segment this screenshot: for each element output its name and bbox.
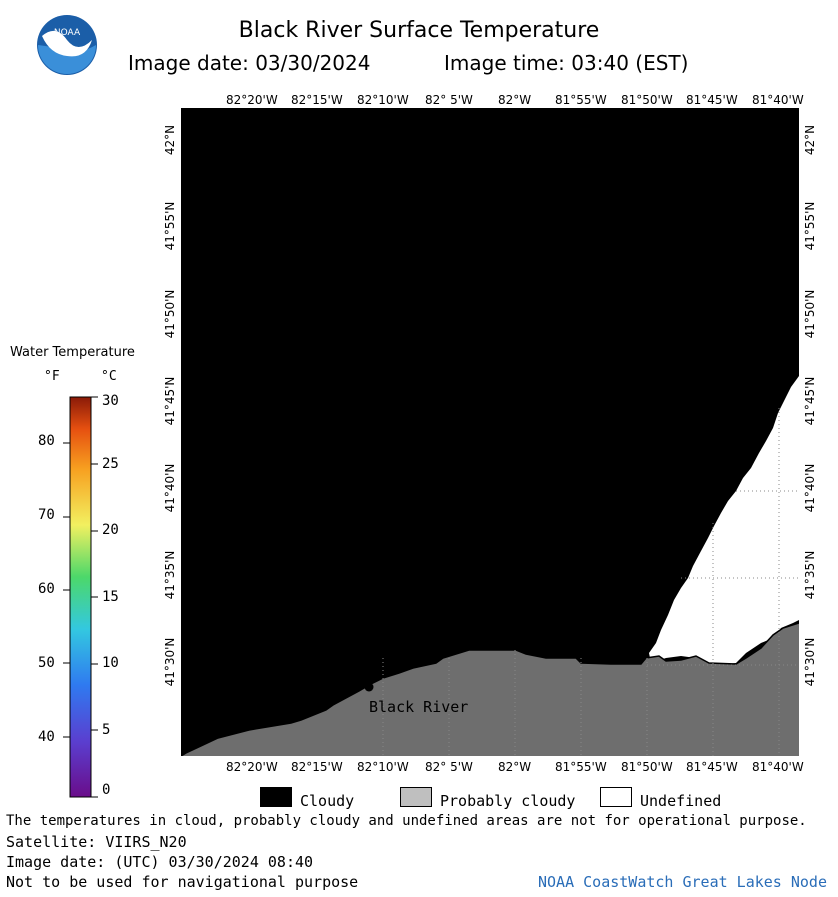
legend-swatch-undefined: [600, 787, 632, 807]
lon-label-bottom: 81°55'W: [555, 760, 607, 774]
lat-label-left: 41°40'N: [163, 463, 177, 513]
lon-label-top: 82°20'W: [226, 93, 278, 107]
colorbar-c-tick: 30: [102, 393, 119, 409]
colorbar-c-tick: 5: [102, 722, 111, 738]
lon-label-bottom: 81°40'W: [752, 760, 804, 774]
lon-label-bottom: 81°45'W: [686, 760, 738, 774]
utc-date-text: Image date: (UTC) 03/30/2024 08:40: [6, 853, 314, 871]
colorbar: [63, 396, 98, 798]
lat-label-right: 41°30'N: [803, 637, 817, 687]
lat-label-left: 42°N: [163, 124, 177, 156]
colorbar-f-tick: 80: [38, 433, 55, 449]
colorbar-c-tick: 20: [102, 522, 119, 538]
colorbar-title: Water Temperature: [10, 345, 135, 360]
colorbar-c-tick: 25: [102, 456, 119, 472]
lon-label-top: 81°40'W: [752, 93, 804, 107]
legend-swatch-probably-cloudy: [400, 787, 432, 807]
colorbar-ticks: [63, 396, 98, 798]
credit-text: NOAA CoastWatch Great Lakes Node: [538, 873, 827, 891]
colorbar-c-tick: 0: [102, 782, 111, 798]
lon-label-top: 82°W: [498, 93, 532, 107]
lon-label-top: 82° 5'W: [425, 93, 473, 107]
colorbar-f-tick: 40: [38, 729, 55, 745]
lon-label-bottom: 82°10'W: [357, 760, 409, 774]
colorbar-c-tick: 10: [102, 655, 119, 671]
colorbar-f-tick: 70: [38, 507, 55, 523]
lat-label-left: 41°30'N: [163, 637, 177, 687]
lat-label-right: 41°35'N: [803, 550, 817, 600]
noaa-logo: NOAA: [36, 14, 98, 76]
lat-label-left: 41°50'N: [163, 289, 177, 339]
legend-label-undefined: Undefined: [640, 792, 722, 810]
lat-label-right: 42°N: [803, 124, 817, 156]
nav-warning-text: Not to be used for navigational purpose: [6, 873, 359, 891]
lat-label-left: 41°45'N: [163, 376, 177, 426]
place-label: Black River: [369, 698, 469, 716]
lat-label-left: 41°35'N: [163, 550, 177, 600]
lon-label-top: 82°15'W: [291, 93, 343, 107]
lat-label-right: 41°40'N: [803, 463, 817, 513]
lon-label-bottom: 82°20'W: [226, 760, 278, 774]
lon-label-bottom: 82° 5'W: [425, 760, 473, 774]
lon-label-bottom: 82°W: [498, 760, 532, 774]
legend-label-cloudy: Cloudy: [300, 792, 355, 810]
lat-label-right: 41°45'N: [803, 376, 817, 426]
logo-text: NOAA: [54, 28, 81, 38]
page-title: Black River Surface Temperature: [238, 18, 600, 43]
image-date: Image date: 03/30/2024: [128, 51, 371, 75]
lon-label-bottom: 81°50'W: [621, 760, 673, 774]
lat-label-right: 41°50'N: [803, 289, 817, 339]
lon-label-top: 81°45'W: [686, 93, 738, 107]
satellite-text: Satellite: VIIRS_N20: [6, 833, 187, 851]
land-area: [181, 623, 799, 756]
lon-label-top: 81°55'W: [555, 93, 607, 107]
lon-label-bottom: 82°15'W: [291, 760, 343, 774]
colorbar-c-tick: 15: [102, 589, 119, 605]
sst-map: [181, 108, 799, 756]
legend-label-probably-cloudy: Probably cloudy: [440, 792, 576, 810]
disclaimer-text: The temperatures in cloud, probably clou…: [6, 813, 807, 829]
colorbar-f-tick: 60: [38, 581, 55, 597]
graticule: [382, 408, 799, 756]
lat-label-right: 41°55'N: [803, 201, 817, 251]
lon-label-top: 81°50'W: [621, 93, 673, 107]
colorbar-f-tick: 50: [38, 655, 55, 671]
legend-swatch-cloudy: [260, 787, 292, 807]
colorbar-unit-c: °C: [101, 369, 117, 384]
lat-label-left: 41°55'N: [163, 201, 177, 251]
image-time: Image time: 03:40 (EST): [444, 51, 689, 75]
undefined-area: [649, 376, 799, 665]
lon-label-top: 82°10'W: [357, 93, 409, 107]
colorbar-unit-f: °F: [44, 369, 60, 384]
coastline: [181, 622, 799, 756]
black-river-marker: [364, 682, 374, 692]
